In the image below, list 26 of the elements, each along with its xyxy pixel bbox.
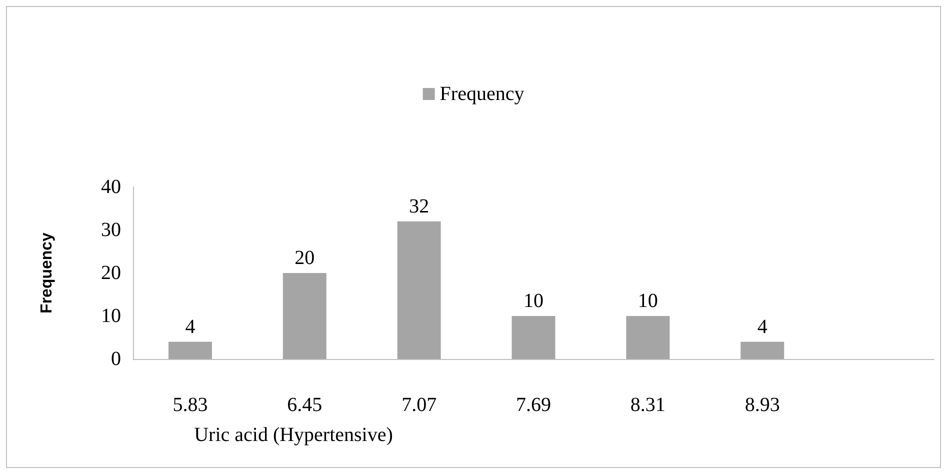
data-label: 4 [757, 316, 768, 338]
data-label: 10 [524, 290, 544, 312]
data-label: 10 [638, 290, 658, 312]
x-tick-label: 6.45 [287, 394, 322, 416]
legend-label: Frequency [440, 83, 524, 105]
bar [282, 273, 326, 359]
data-label: 4 [185, 316, 196, 338]
bar [397, 221, 441, 359]
y-axis-title: Frequency [38, 232, 56, 314]
y-tick-label: 20 [101, 262, 121, 284]
y-tick-label: 10 [101, 305, 121, 327]
bar [626, 316, 670, 359]
y-tick-label: 40 [101, 176, 121, 198]
bar [168, 342, 212, 359]
y-tick-label: 30 [101, 219, 121, 241]
x-axis-title: Uric acid (Hypertensive) [194, 424, 393, 446]
data-label: 20 [294, 247, 315, 269]
x-tick-label: 7.69 [516, 394, 551, 416]
y-tick-label: 0 [111, 348, 121, 370]
x-tick-label: 7.07 [402, 394, 437, 416]
x-tick-label: 5.83 [172, 394, 208, 416]
data-label: 32 [409, 195, 430, 218]
x-tick-label: 8.93 [744, 394, 780, 416]
bar [512, 316, 556, 359]
bar [740, 342, 784, 359]
x-tick-label: 8.31 [630, 394, 666, 416]
